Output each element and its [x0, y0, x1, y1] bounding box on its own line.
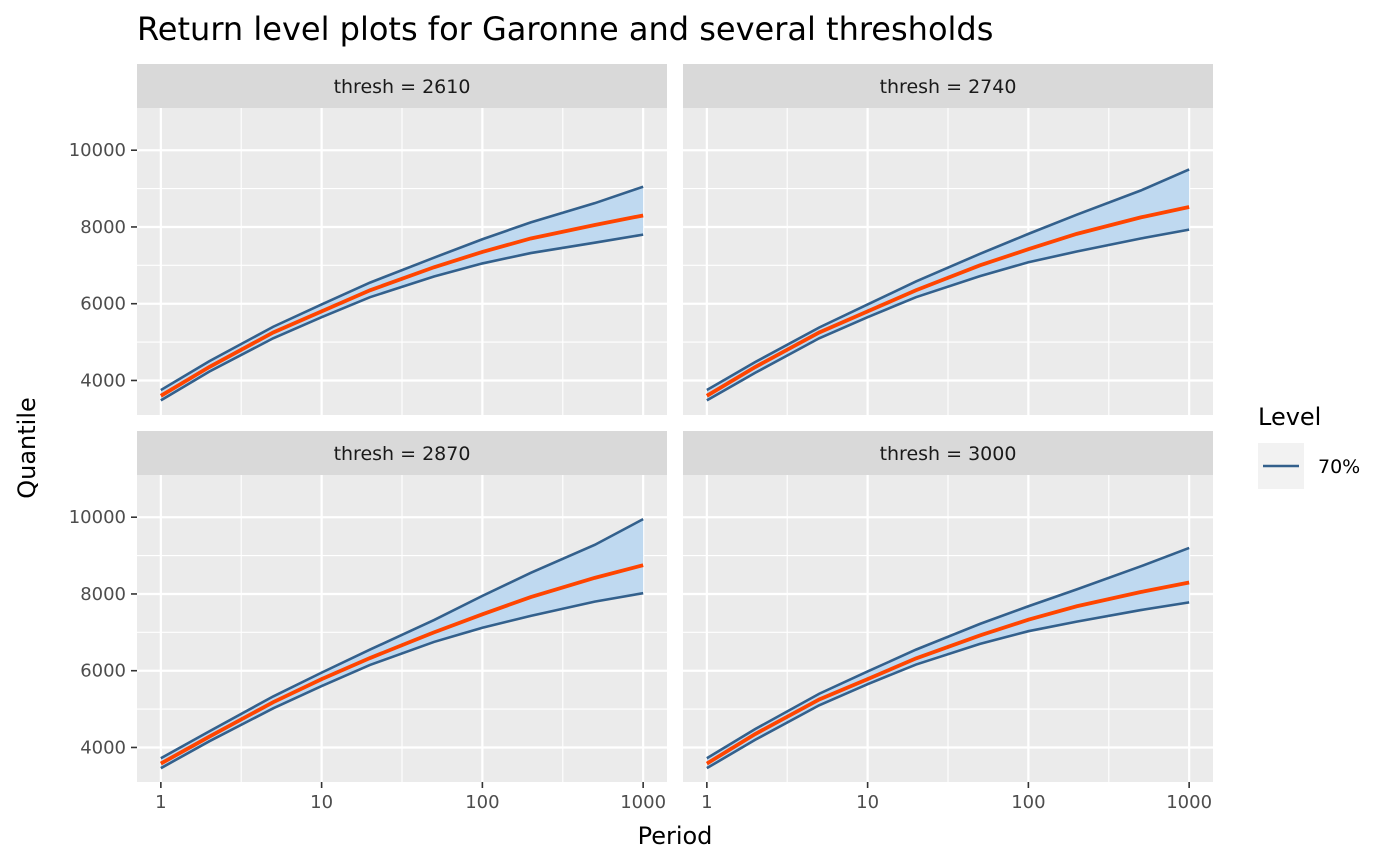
y-tick-label: 6000 — [80, 294, 126, 315]
legend-label: 70% — [1318, 456, 1360, 478]
x-tick-label: 100 — [1011, 792, 1045, 813]
x-tick-label: 1000 — [1166, 792, 1212, 813]
facet-strip — [137, 431, 667, 475]
y-tick-label: 6000 — [80, 661, 126, 682]
x-tick-label: 10 — [856, 792, 879, 813]
y-tick-label: 10000 — [69, 140, 126, 161]
lower-bound-line — [160, 233, 644, 402]
facet-strip — [683, 431, 1213, 475]
estimate-line — [159, 563, 644, 766]
facet-panel-3: thresh = 2870 — [137, 431, 667, 782]
facet-strip — [683, 64, 1213, 108]
y-axis-title: Quantile — [13, 397, 41, 499]
legend-title: Level — [1258, 403, 1321, 431]
y-tick-label: 8000 — [80, 217, 126, 238]
y-tick-label: 4000 — [80, 737, 126, 758]
x-tick-label: 1 — [701, 792, 712, 813]
facet-panels: thresh = 2610 thresh = 2740 thresh = 2870 t… — [137, 64, 1213, 782]
y-tick-label: 4000 — [80, 370, 126, 391]
facet-strip-label: thresh = 2870 — [334, 443, 471, 465]
estimate-line — [159, 213, 644, 398]
facet-panel-2: thresh = 2740 — [683, 64, 1213, 415]
x-tick-label: 10 — [310, 792, 333, 813]
x-axis-title: Period — [638, 822, 713, 850]
facet-strip-label: thresh = 2610 — [334, 76, 471, 98]
y-tick-label: 10000 — [69, 507, 126, 528]
upper-bound-line — [160, 185, 644, 392]
x-tick-label: 1000 — [620, 792, 666, 813]
estimate-line — [705, 580, 1190, 766]
legend: Level 70% — [1258, 403, 1360, 489]
upper-bound-line — [706, 546, 1190, 760]
facet-strip — [137, 64, 667, 108]
confidence-band — [706, 169, 1190, 401]
lower-bound-line — [706, 228, 1190, 402]
estimate-line — [705, 205, 1190, 398]
x-tick-label: 1 — [155, 792, 166, 813]
facet-panel-4: thresh = 3000 — [683, 431, 1213, 782]
x-tick-label: 100 — [465, 792, 499, 813]
x-axis-ticks: 1 10 100 1000 1 10 100 1000 — [155, 782, 1212, 813]
facet-panel-1: thresh = 2610 — [137, 64, 667, 415]
facet-strip-label: thresh = 2740 — [880, 76, 1017, 98]
y-tick-label: 8000 — [80, 584, 126, 605]
upper-bound-line — [706, 168, 1190, 392]
upper-bound-line — [160, 517, 644, 760]
lower-bound-line — [706, 601, 1190, 770]
chart-title: Return level plots for Garonne and sever… — [137, 10, 993, 48]
facet-strip-label: thresh = 3000 — [880, 443, 1017, 465]
confidence-band — [706, 547, 1190, 769]
lower-bound-line — [160, 591, 644, 770]
y-axis-ticks: 4000 6000 8000 10000 4000 6000 8000 10000 — [69, 140, 137, 758]
